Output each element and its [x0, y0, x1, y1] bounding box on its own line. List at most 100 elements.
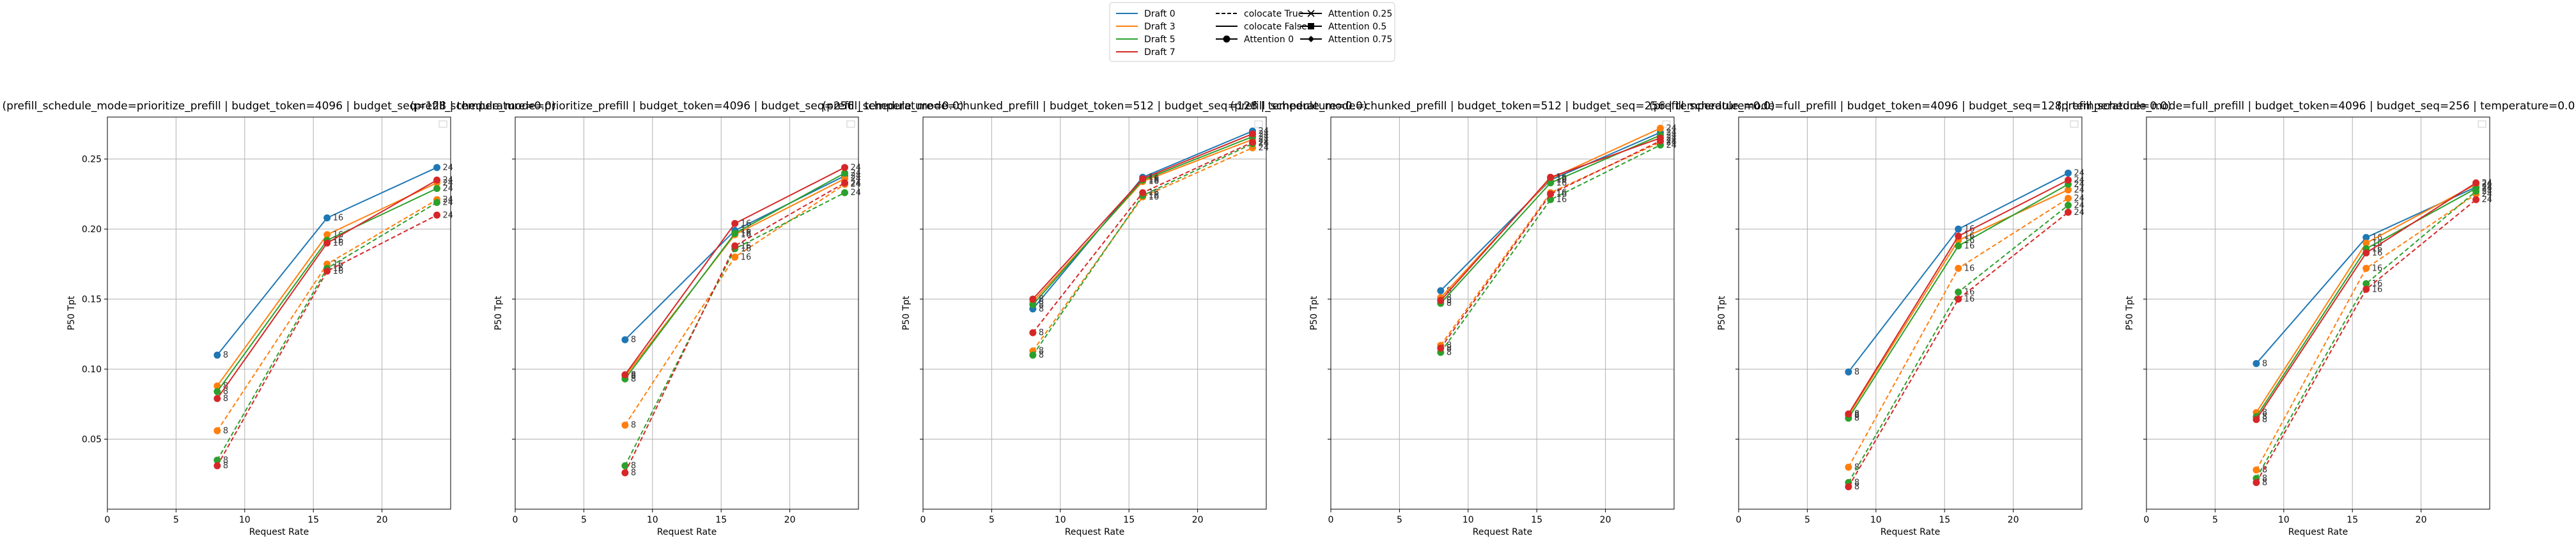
x-tick-label: 10: [2278, 515, 2290, 525]
series-draft-3-colocate-false: 8 16 24: [1029, 135, 1269, 307]
legend-marker: [1307, 10, 1315, 17]
x-tick-label: 10: [1055, 515, 1066, 525]
data-point: [1845, 463, 1852, 471]
data-label: 8: [1447, 344, 1452, 353]
data-point: [621, 422, 629, 429]
x-axis-label: Request Rate: [2288, 527, 2348, 537]
data-label: 8: [631, 372, 636, 381]
data-label: 8: [2262, 466, 2267, 475]
data-label: 16: [333, 239, 344, 248]
data-point: [1437, 344, 1445, 352]
data-label: 8: [2262, 408, 2267, 418]
data-label: 24: [2482, 180, 2493, 189]
series-draft-7-colocate-true: 8 16 24: [621, 178, 862, 478]
data-label: 24: [2074, 208, 2085, 217]
data-label: 16: [2372, 280, 2383, 289]
data-label: 16: [333, 214, 344, 223]
data-label: 24: [1259, 132, 1269, 142]
data-label: 16: [1964, 264, 1975, 273]
data-label: 24: [443, 210, 454, 220]
x-tick-label: 15: [307, 515, 319, 525]
data-label: 16: [1556, 176, 1567, 186]
data-point: [1955, 242, 1962, 249]
legend-label: Draft 0: [1144, 9, 1175, 19]
data-point: [213, 351, 221, 359]
data-point: [1955, 232, 1962, 240]
data-label: 16: [1149, 191, 1160, 201]
data-label: 24: [1666, 124, 1677, 134]
data-label: 16: [741, 241, 752, 251]
data-point: [2253, 416, 2260, 423]
data-label: 24: [1666, 141, 1677, 150]
legend-label: Attention 0.75: [1328, 35, 1392, 45]
series-line: [2256, 187, 2477, 418]
x-tick-label: 0: [1328, 515, 1334, 525]
data-point: [433, 185, 441, 193]
x-tick-label: 20: [2416, 515, 2427, 525]
series-line: [625, 178, 845, 377]
chart-panel-1: 0 5 10 15 20 0.05 0.10 0.15 0.20 0.25 Request Rate…: [3, 100, 556, 537]
data-point: [731, 242, 739, 249]
data-point: [323, 239, 331, 247]
data-label: 24: [2074, 186, 2085, 195]
x-tick-label: 5: [1397, 515, 1402, 525]
data-label: 24: [851, 178, 862, 188]
data-label: 8: [2262, 474, 2267, 484]
x-axis-label: Request Rate: [1881, 527, 1940, 537]
data-label: 24: [1259, 127, 1269, 136]
data-label: 8: [2262, 478, 2267, 487]
x-tick-label: 20: [1192, 515, 1204, 525]
data-point: [2065, 177, 2072, 184]
data-point: [323, 267, 331, 275]
series-line: [1032, 139, 1253, 303]
data-label: 16: [2372, 248, 2383, 258]
data-point: [841, 164, 849, 171]
x-tick-label: 15: [1531, 515, 1542, 525]
data-label: 24: [1259, 139, 1269, 149]
series-draft-5-colocate-false: 8 16 24: [2253, 184, 2492, 422]
data-label: 8: [2262, 415, 2267, 425]
data-label: 8: [1039, 297, 1044, 307]
legend-entry: Attention 0.5: [1300, 22, 1386, 32]
x-tick-label: 5: [1804, 515, 1810, 525]
data-point: [2253, 359, 2260, 367]
data-point: [433, 164, 441, 171]
data-point: [2253, 466, 2260, 474]
data-label: 8: [1447, 348, 1452, 358]
plot-frame: [515, 116, 859, 510]
series-draft-7-colocate-true: 8 16 24: [1845, 208, 2084, 492]
data-label: 8: [1039, 295, 1044, 304]
x-tick-label: 10: [1870, 515, 1882, 525]
series-draft-7-colocate-false: 8 16 24: [1845, 176, 2084, 419]
x-tick-label: 20: [2008, 515, 2019, 525]
legend-entry: Attention 0.75: [1300, 35, 1392, 45]
data-label: 8: [631, 335, 636, 345]
axes-legend-box: [2070, 120, 2079, 128]
data-point: [1955, 225, 1962, 233]
data-label: 16: [741, 244, 752, 254]
data-label: 16: [1556, 178, 1567, 188]
data-point: [433, 177, 441, 184]
data-point: [1657, 137, 1664, 145]
data-point: [2065, 194, 2072, 202]
y-tick-label: 0.05: [82, 435, 102, 445]
data-label: 24: [2074, 201, 2085, 210]
series-line: [1440, 134, 1661, 304]
legend-label: Attention 0.25: [1328, 9, 1392, 19]
data-label: 16: [1964, 288, 1975, 297]
axes-legend-box: [1254, 120, 1263, 128]
plot-frame: [107, 116, 451, 510]
data-label: 8: [1854, 482, 1859, 492]
legend-entry: Draft 5: [1116, 35, 1175, 45]
y-axis-label: P50 Tpt: [493, 296, 504, 330]
data-label: 24: [1666, 134, 1677, 143]
data-point: [2472, 179, 2480, 187]
axes-legend-box: [2478, 120, 2487, 128]
data-label: 24: [2482, 178, 2493, 188]
data-label: 8: [223, 394, 228, 404]
data-label: 16: [1556, 173, 1567, 182]
series-line: [1032, 147, 1253, 352]
